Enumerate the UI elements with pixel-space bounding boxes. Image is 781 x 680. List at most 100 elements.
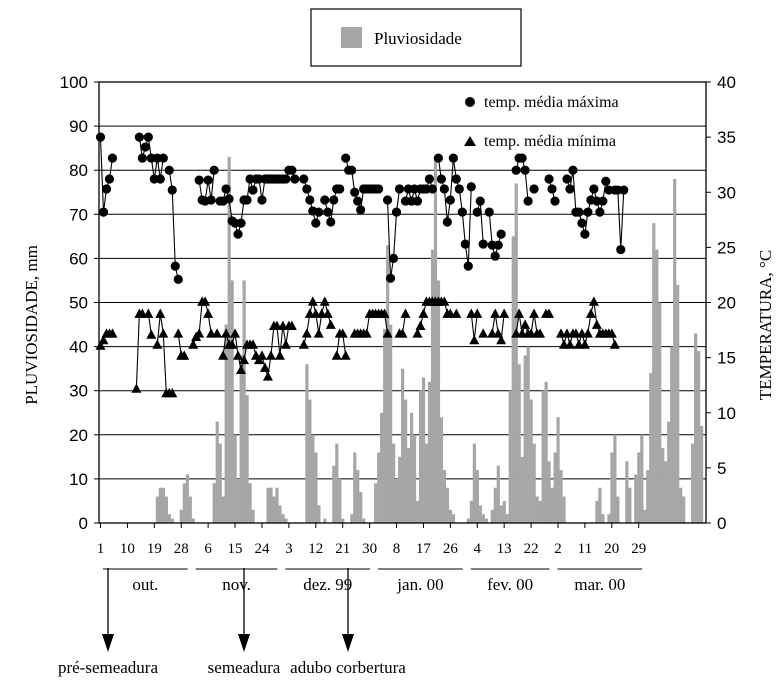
temp-min-point (274, 350, 285, 360)
temp-max-point (206, 195, 216, 205)
x-tick-label: 2 (554, 541, 562, 557)
rain-bar (356, 470, 360, 523)
y-right-tick-label: 20 (717, 294, 736, 313)
temp-min-point (158, 328, 169, 338)
rain-bar (167, 514, 171, 523)
temp-min-point (236, 364, 247, 375)
temp-max-point (568, 165, 578, 175)
legend-triangle-marker (464, 136, 476, 146)
temp-max-point (101, 184, 112, 194)
rain-bar (338, 478, 342, 523)
rain-bar (682, 496, 686, 523)
rain-bar (643, 509, 647, 523)
temp-max-point (391, 207, 402, 217)
temp-min-point (319, 296, 330, 306)
temp-max-point (388, 253, 399, 263)
temp-min-point (280, 339, 291, 349)
temp-min-point (609, 339, 620, 349)
x-tick-label: 1 (97, 541, 105, 557)
rain-bar (610, 452, 614, 523)
rain-bar (511, 236, 515, 523)
temp-min-point (535, 328, 546, 338)
temp-max-point (155, 174, 165, 184)
rain-bar (412, 434, 417, 523)
rain-bar (439, 417, 444, 523)
y-left-tick-label: 80 (69, 161, 88, 180)
rain-bar (559, 470, 563, 523)
month-label: dez. 99 (303, 575, 352, 594)
x-tick-label: 22 (524, 541, 539, 557)
temp-max-point (436, 174, 446, 184)
temp-min-point (322, 308, 333, 318)
month-labels: out. nov. dez. 99 jan. 00 fev. 00 mar. 00 (103, 568, 643, 594)
temp-max-point (439, 184, 449, 194)
rain-bar (700, 425, 704, 523)
temp-max-point (490, 251, 500, 261)
temp-max-point (314, 207, 324, 217)
rain-bar (466, 518, 470, 523)
temp-max-point (158, 153, 168, 163)
temp-max-point (484, 207, 494, 217)
rain-bar (475, 470, 479, 523)
temp-min-point (499, 308, 510, 318)
rain-bars (155, 156, 704, 524)
temp-min-point (496, 334, 507, 345)
y-left-tick-label: 20 (69, 426, 88, 445)
temp-min-point (582, 328, 593, 338)
rain-bar (272, 496, 276, 523)
temp-max-point (433, 153, 443, 163)
temp-min-point (298, 339, 309, 349)
rain-bar (679, 487, 683, 523)
x-tick-label: 24 (254, 541, 270, 557)
temp-max-point (329, 195, 339, 205)
temp-max-line (476, 200, 484, 245)
temp-min-point (564, 339, 575, 349)
rain-bar (544, 381, 548, 523)
temp-max-point (305, 195, 315, 205)
legend-min-label: temp. média mínima (484, 133, 616, 150)
temp-max-point (170, 261, 180, 271)
rain-bar (239, 355, 243, 523)
x-tick-label: 19 (147, 541, 162, 557)
rain-bar (442, 470, 447, 523)
rain-bar (676, 284, 680, 523)
month-label: fev. 00 (487, 575, 533, 594)
rain-bar (451, 514, 456, 523)
temp-min-point (451, 308, 462, 318)
temp-min-point (95, 340, 106, 350)
rain-bar (251, 509, 255, 523)
rain-bar (562, 496, 566, 523)
temp-min-point (98, 334, 109, 345)
temp-max-point (98, 207, 109, 217)
temp-max-point (550, 196, 560, 206)
rain-bar (242, 280, 246, 523)
temp-min-point (493, 328, 504, 338)
rain-bar (652, 223, 656, 523)
rain-bar (170, 518, 174, 523)
rain-bar (556, 417, 560, 523)
rain-bar (395, 478, 399, 523)
legend-box: Pluviosidade (310, 8, 522, 67)
rain-bar (305, 364, 309, 523)
temp-max-point (281, 174, 291, 184)
rain-bar (697, 351, 701, 523)
rain-bar (502, 500, 506, 523)
rain-bar (161, 487, 165, 523)
rain-bar (517, 364, 521, 523)
temp-max-point (565, 184, 575, 194)
y-right-tick-label: 30 (717, 183, 736, 202)
rain-bar (221, 496, 225, 523)
x-tick-label: 6 (204, 541, 212, 557)
rain-bar (266, 487, 270, 523)
rain-bar (436, 280, 441, 523)
x-tick-label: 29 (631, 541, 646, 557)
x-tick-label: 3 (285, 541, 293, 557)
temp-min-point (188, 339, 199, 349)
temp-max-point (445, 195, 455, 205)
temp-min-point (415, 320, 426, 330)
event-arrow-head (342, 634, 354, 652)
rain-bar (311, 434, 315, 523)
y-right-tick-label: 5 (717, 459, 726, 478)
rain-bar (398, 456, 402, 523)
